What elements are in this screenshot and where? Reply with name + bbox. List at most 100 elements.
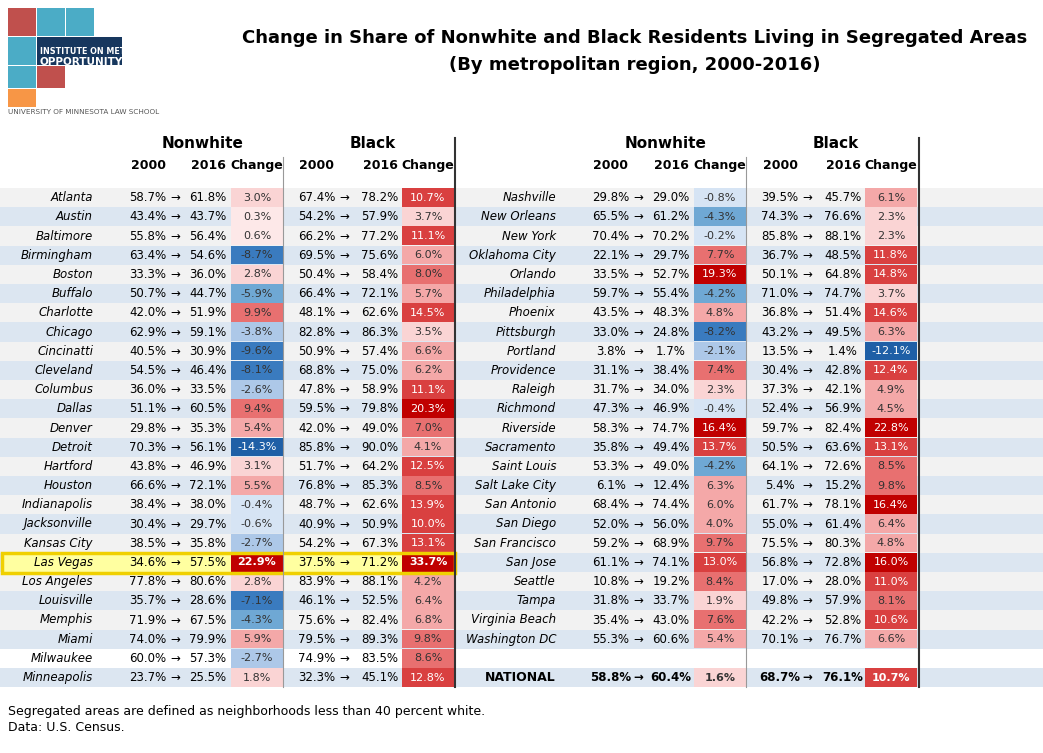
Text: 14.6%: 14.6%	[873, 308, 908, 318]
Text: 58.4%: 58.4%	[362, 268, 398, 281]
Bar	[0, 284, 1043, 303]
Bar	[231, 668, 283, 687]
Text: →: →	[339, 479, 349, 492]
Text: 46.1%: 46.1%	[298, 594, 336, 608]
Text: 64.2%: 64.2%	[361, 460, 398, 473]
Text: -4.3%: -4.3%	[704, 212, 736, 222]
Text: 3.7%: 3.7%	[877, 288, 905, 299]
Text: 2.3%: 2.3%	[706, 385, 734, 395]
Text: →: →	[170, 383, 180, 396]
Text: →: →	[633, 268, 642, 281]
Text: 75.6%: 75.6%	[361, 248, 398, 262]
Text: 20.3%: 20.3%	[410, 404, 445, 414]
Bar	[865, 207, 917, 226]
Text: 13.1%: 13.1%	[873, 442, 908, 453]
Bar	[694, 553, 746, 572]
Text: 37.3%: 37.3%	[761, 383, 799, 396]
Text: 82.4%: 82.4%	[824, 422, 862, 434]
Bar	[231, 437, 283, 456]
Text: →: →	[633, 345, 642, 358]
Text: San Jose: San Jose	[506, 556, 556, 569]
Text: Memphis: Memphis	[40, 614, 93, 626]
Bar	[0, 342, 1043, 361]
Text: -2.6%: -2.6%	[241, 385, 273, 395]
Text: 55.8%: 55.8%	[129, 230, 167, 242]
Text: 8.5%: 8.5%	[414, 480, 442, 491]
Text: 6.4%: 6.4%	[877, 519, 905, 529]
Text: 80.3%: 80.3%	[825, 537, 862, 550]
Text: Data: U.S. Census.: Data: U.S. Census.	[8, 721, 124, 734]
Text: 74.4%: 74.4%	[652, 498, 689, 511]
Text: 3.1%: 3.1%	[243, 462, 271, 471]
Text: 76.7%: 76.7%	[824, 633, 862, 646]
Bar	[694, 284, 746, 303]
Text: →: →	[339, 402, 349, 416]
Bar	[0, 553, 1043, 572]
Text: →: →	[339, 345, 349, 358]
Bar	[865, 284, 917, 303]
Bar	[402, 342, 454, 360]
Text: 4.2%: 4.2%	[414, 577, 442, 587]
Text: -5.9%: -5.9%	[241, 288, 273, 299]
Text: →: →	[802, 441, 811, 454]
Bar	[0, 668, 1043, 687]
Text: 74.7%: 74.7%	[652, 422, 689, 434]
Text: 85.3%: 85.3%	[362, 479, 398, 492]
Text: 29.8%: 29.8%	[129, 422, 167, 434]
Bar	[402, 284, 454, 303]
Text: 54.5%: 54.5%	[129, 364, 167, 377]
Text: →: →	[170, 306, 180, 319]
Bar	[402, 591, 454, 610]
Text: →: →	[633, 383, 642, 396]
Text: Portland: Portland	[507, 345, 556, 358]
Text: Change: Change	[865, 158, 918, 172]
Bar	[865, 572, 917, 590]
Text: 62.6%: 62.6%	[361, 498, 398, 511]
Text: 35.7%: 35.7%	[129, 594, 167, 608]
Text: →: →	[802, 210, 811, 224]
Text: 83.5%: 83.5%	[362, 652, 398, 665]
Text: 38.5%: 38.5%	[129, 537, 167, 550]
Text: 54.2%: 54.2%	[298, 210, 336, 224]
Text: Boston: Boston	[52, 268, 93, 281]
Text: 50.4%: 50.4%	[298, 268, 336, 281]
Bar	[231, 399, 283, 418]
Text: 51.1%: 51.1%	[129, 402, 167, 416]
Text: →: →	[170, 594, 180, 608]
Text: 85.8%: 85.8%	[761, 230, 799, 242]
Text: 74.0%: 74.0%	[129, 633, 167, 646]
Text: 47.8%: 47.8%	[298, 383, 336, 396]
Bar	[865, 553, 917, 572]
Text: 10.7%: 10.7%	[872, 672, 911, 683]
Text: →: →	[339, 441, 349, 454]
Text: 35.8%: 35.8%	[592, 441, 630, 454]
Text: 11.0%: 11.0%	[873, 577, 908, 587]
Bar	[0, 245, 1043, 265]
Text: 63.4%: 63.4%	[129, 248, 167, 262]
Bar	[0, 457, 1043, 476]
Text: -8.7%: -8.7%	[241, 250, 273, 261]
Text: →: →	[339, 383, 349, 396]
Text: 49.0%: 49.0%	[652, 460, 689, 473]
Text: →: →	[802, 575, 811, 588]
Text: 12.4%: 12.4%	[873, 365, 908, 376]
Text: Riverside: Riverside	[502, 422, 556, 434]
Text: 48.1%: 48.1%	[298, 306, 336, 319]
Text: 50.5%: 50.5%	[761, 441, 799, 454]
Text: 55.4%: 55.4%	[653, 287, 689, 300]
Text: 66.6%: 66.6%	[129, 479, 167, 492]
Text: 37.5%: 37.5%	[298, 556, 336, 569]
Text: 83.9%: 83.9%	[298, 575, 336, 588]
Bar	[865, 437, 917, 456]
Bar	[0, 630, 1043, 649]
Text: -0.4%: -0.4%	[704, 404, 736, 414]
Text: Oklahoma City: Oklahoma City	[469, 248, 556, 262]
Text: 90.0%: 90.0%	[362, 441, 398, 454]
Text: →: →	[170, 633, 180, 646]
Text: -8.1%: -8.1%	[241, 365, 273, 376]
Text: →: →	[339, 364, 349, 377]
Text: 56.8%: 56.8%	[761, 556, 799, 569]
Text: Buffalo: Buffalo	[51, 287, 93, 300]
Text: →: →	[170, 268, 180, 281]
Text: →: →	[339, 633, 349, 646]
